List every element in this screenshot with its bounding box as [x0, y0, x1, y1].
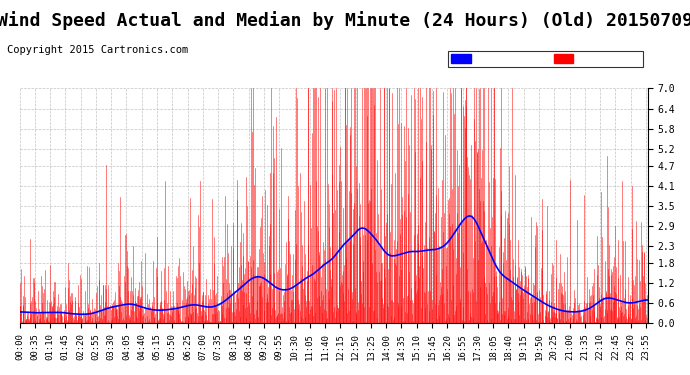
Legend: Median (mph), Wind (mph): Median (mph), Wind (mph)	[448, 51, 643, 67]
Text: Copyright 2015 Cartronics.com: Copyright 2015 Cartronics.com	[7, 45, 188, 55]
Text: Wind Speed Actual and Median by Minute (24 Hours) (Old) 20150709: Wind Speed Actual and Median by Minute (…	[0, 11, 690, 30]
